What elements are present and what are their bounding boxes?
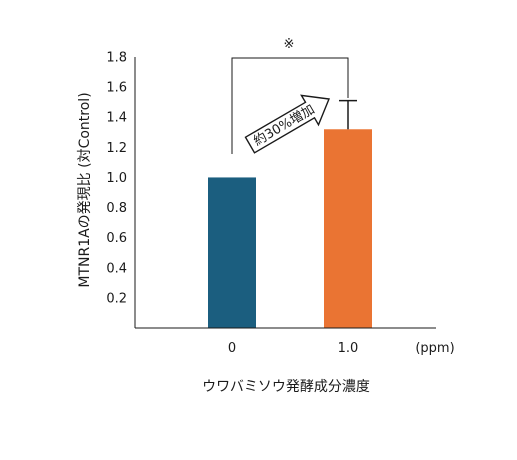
bars: [208, 129, 372, 328]
error-bars: [339, 99, 357, 130]
y-tick-label: 1.2: [106, 141, 127, 156]
y-tick-label: 1.0: [106, 171, 127, 186]
increase-arrow-shape: [244, 94, 330, 154]
x-axis-title: ウワバミソウ発酵成分濃度: [202, 379, 370, 395]
y-tick-label: 1.8: [106, 51, 127, 66]
significance-bracket: [231, 57, 349, 154]
y-tick-label: 0.2: [106, 291, 127, 306]
y-axis-ticks: 0.2 0.4 0.6 0.8 1.0 1.2 1.4 1.6 1.8: [106, 51, 127, 307]
x-tick-label: 0: [228, 341, 236, 356]
y-axis-title: MTNR1Aの発現比 (対Control): [77, 92, 93, 287]
increase-arrow-label: 約30%増加: [251, 102, 317, 149]
increase-arrow: 約30%増加: [244, 94, 330, 154]
x-axis-ticks: 0 1.0: [228, 341, 358, 356]
y-tick-label: 1.6: [106, 81, 127, 96]
bar: [324, 129, 372, 328]
y-tick-label: 0.6: [106, 231, 127, 246]
x-axis-unit: (ppm): [415, 341, 454, 356]
y-tick-label: 1.4: [106, 111, 127, 126]
y-tick-label: 0.8: [106, 201, 127, 216]
bar: [208, 177, 256, 328]
x-tick-label: 1.0: [338, 341, 359, 356]
significance-bracket-line: [231, 57, 349, 154]
significance-mark: ※: [284, 37, 295, 52]
y-tick-label: 0.4: [106, 261, 127, 276]
